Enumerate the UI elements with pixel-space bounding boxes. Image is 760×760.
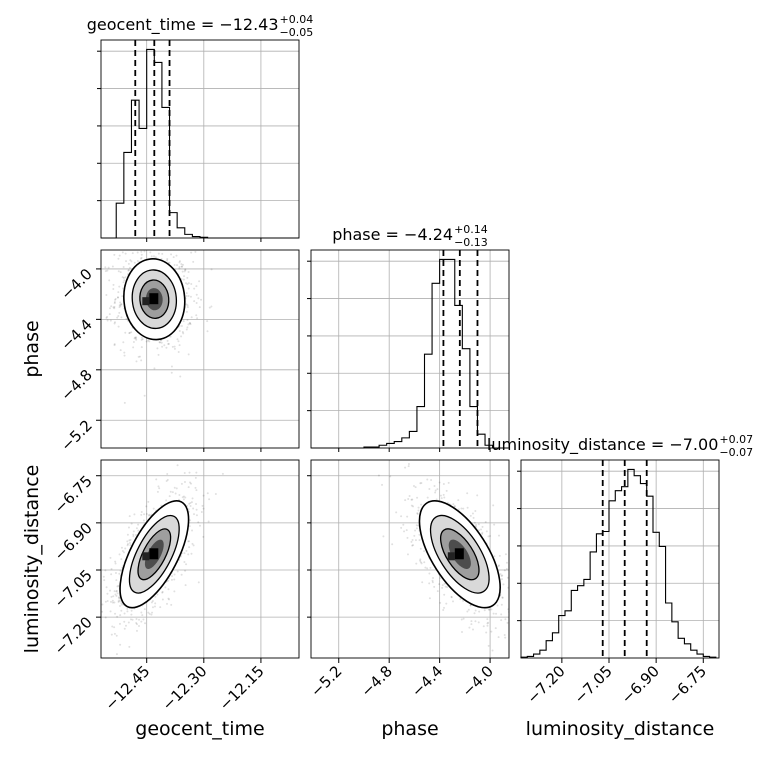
grid (101, 40, 299, 238)
grid (521, 460, 719, 658)
hist-panel-phase: phase = −4.24 +0.14−0.13 (307, 223, 510, 449)
x-tick-label: −6.90 (618, 662, 663, 707)
y-tick-label: −6.75 (51, 472, 96, 517)
panel-title-luminosity_distance: luminosity_distance = −7.00 (487, 435, 718, 455)
density-panel-geocent_time-vs-phase (100, 249, 300, 449)
title-upper-error: +0.04 (280, 13, 314, 26)
density-contours (418, 500, 501, 609)
y-axis-label-luminosity_distance: luminosity_distance (21, 465, 43, 654)
title-upper-error: +0.07 (719, 433, 753, 446)
hist-panel-geocent_time: geocent_time = −12.43 +0.04−0.05 (87, 13, 314, 239)
panel-frame (520, 459, 720, 659)
hist-panel-luminosity_distance: luminosity_distance = −7.00 +0.07−0.07 (487, 433, 753, 659)
y-tick-label: −4.8 (57, 366, 95, 404)
x-axis-label-luminosity_distance: luminosity_distance (526, 718, 715, 740)
density-contours (123, 258, 186, 341)
x-tick-label: −12.45 (102, 662, 154, 714)
x-tick-label: −12.30 (159, 662, 211, 714)
y-tick-label: −6.90 (51, 519, 96, 564)
x-tick-label: −5.2 (307, 662, 345, 700)
panel-frame (310, 459, 510, 659)
histogram-luminosity_distance (520, 468, 717, 658)
y-axis-label-phase: phase (21, 320, 43, 377)
panel-frame (100, 249, 300, 449)
panel-frame (100, 459, 300, 659)
y-tick-label: −7.05 (51, 566, 96, 611)
y-tick-label: −4.0 (57, 265, 95, 303)
x-axis-label-phase: phase (381, 718, 438, 740)
density-panel-phase-vs-luminosity_distance (310, 459, 510, 659)
x-tick-label: −7.20 (523, 662, 568, 707)
x-axis-label-geocent_time: geocent_time (135, 718, 264, 740)
y-tick-label: −5.2 (57, 416, 95, 454)
panel-frame (100, 39, 300, 239)
y-tick-label: −7.20 (51, 613, 96, 658)
x-tick-label: −12.15 (216, 662, 268, 714)
title-lower-error: −0.05 (280, 26, 314, 39)
histogram-geocent_time (101, 48, 299, 239)
panel-title-geocent_time: geocent_time = −12.43 (87, 15, 279, 35)
x-tick-label: −7.05 (571, 662, 616, 707)
x-tick-label: −4.8 (358, 662, 396, 700)
density-panel-geocent_time-vs-luminosity_distance (100, 459, 300, 659)
x-tick-label: −4.4 (408, 662, 446, 700)
title-upper-error: +0.14 (454, 223, 488, 236)
density-contours (119, 500, 190, 609)
y-tick-label: −4.4 (57, 315, 95, 353)
title-lower-error: −0.07 (719, 446, 753, 459)
panel-title-phase: phase = −4.24 (332, 225, 453, 244)
panel-frame (310, 249, 510, 449)
grid (311, 250, 509, 448)
x-tick-label: −6.75 (665, 662, 710, 707)
x-tick-label: −4.0 (458, 662, 496, 700)
title-lower-error: −0.13 (454, 236, 488, 249)
